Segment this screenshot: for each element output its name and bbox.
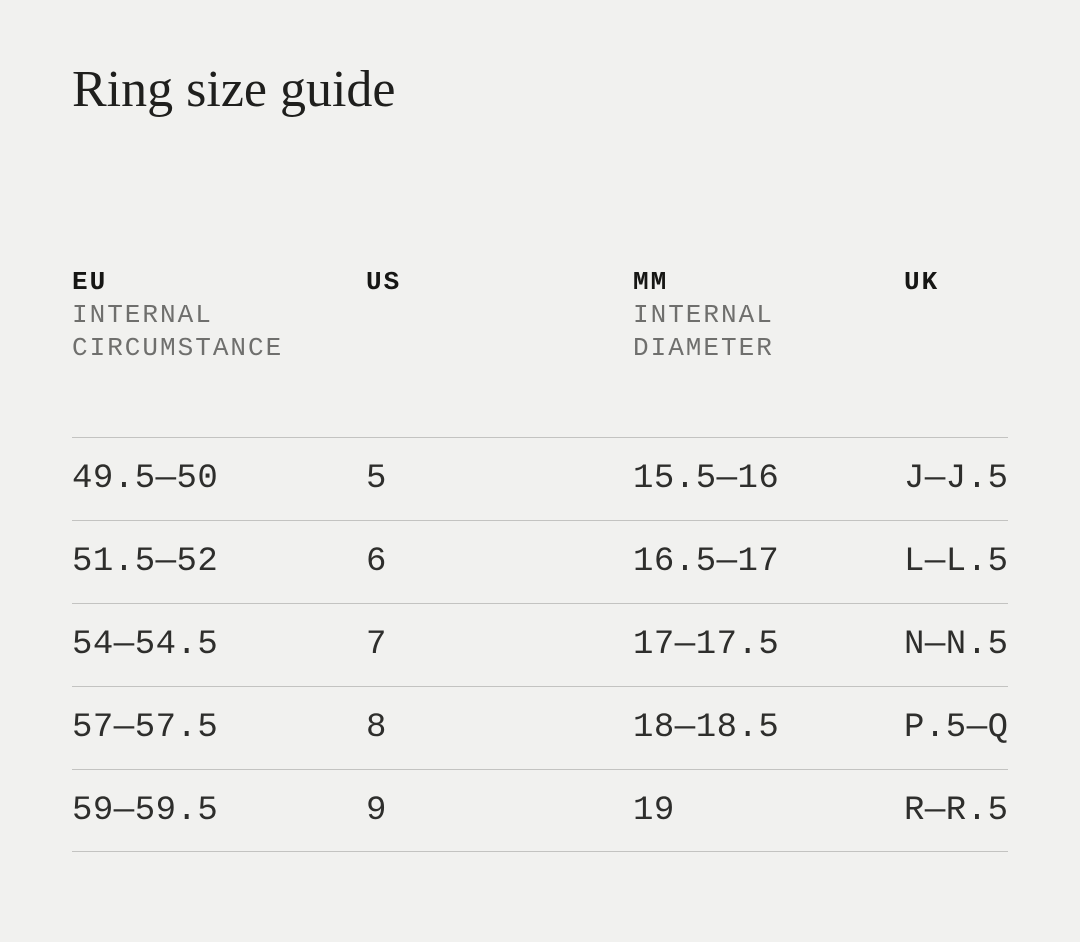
table-row: 54—54.5 7 17—17.5 N—N.5: [72, 603, 1008, 686]
column-header-us: US: [366, 266, 633, 365]
table-row: 51.5—52 6 16.5—17 L—L.5: [72, 520, 1008, 603]
cell-us: 6: [366, 543, 387, 581]
header-code-us: US: [366, 267, 402, 297]
cell-uk: L—L.5: [904, 543, 1009, 581]
cell-eu: 51.5—52: [72, 543, 219, 581]
cell-uk: R—R.5: [904, 791, 1009, 830]
header-subline-mm-2: DIAMETER: [633, 333, 774, 363]
header-subline-eu-2: CIRCUMSTANCE: [72, 333, 284, 363]
cell-mm: 16.5—17: [633, 543, 780, 581]
table-header-row: EU INTERNAL CIRCUMSTANCE US MM INTERNAL …: [72, 266, 1008, 365]
cell-mm: 15.5—16: [633, 460, 780, 498]
cell-uk: P.5—Q: [904, 709, 1009, 747]
table-row: 59—59.5 9 19 R—R.5: [72, 769, 1008, 852]
header-subline-eu-1: INTERNAL: [72, 300, 213, 330]
cell-eu: 57—57.5: [72, 709, 219, 747]
cell-eu: 54—54.5: [72, 626, 219, 664]
header-code-eu: EU: [72, 267, 108, 297]
cell-mm: 18—18.5: [633, 709, 780, 747]
cell-us: 5: [366, 460, 387, 498]
cell-us: 7: [366, 626, 387, 664]
cell-us: 9: [366, 791, 387, 830]
cell-eu: 59—59.5: [72, 791, 219, 830]
cell-uk: N—N.5: [904, 626, 1009, 664]
page-title: Ring size guide: [72, 61, 396, 118]
column-header-uk: UK: [904, 266, 1008, 365]
header-code-mm: MM: [633, 267, 669, 297]
column-header-mm: MM INTERNAL DIAMETER: [633, 266, 904, 365]
guide-container: Ring size guide EU INTERNAL CIRCUMSTANCE…: [72, 0, 1008, 852]
table-row: 57—57.5 8 18—18.5 P.5—Q: [72, 686, 1008, 769]
header-subline-mm-1: INTERNAL: [633, 300, 774, 330]
cell-us: 8: [366, 709, 387, 747]
header-code-uk: UK: [904, 267, 940, 297]
cell-mm: 19: [633, 791, 675, 830]
cell-uk: J—J.5: [904, 460, 1009, 498]
cell-eu: 49.5—50: [72, 460, 219, 498]
table-row: 49.5—50 5 15.5—16 J—J.5: [72, 437, 1008, 520]
column-header-eu: EU INTERNAL CIRCUMSTANCE: [72, 266, 366, 365]
size-table: 49.5—50 5 15.5—16 J—J.5 51.5—52 6 16.5—1…: [72, 437, 1008, 852]
cell-mm: 17—17.5: [633, 626, 780, 664]
